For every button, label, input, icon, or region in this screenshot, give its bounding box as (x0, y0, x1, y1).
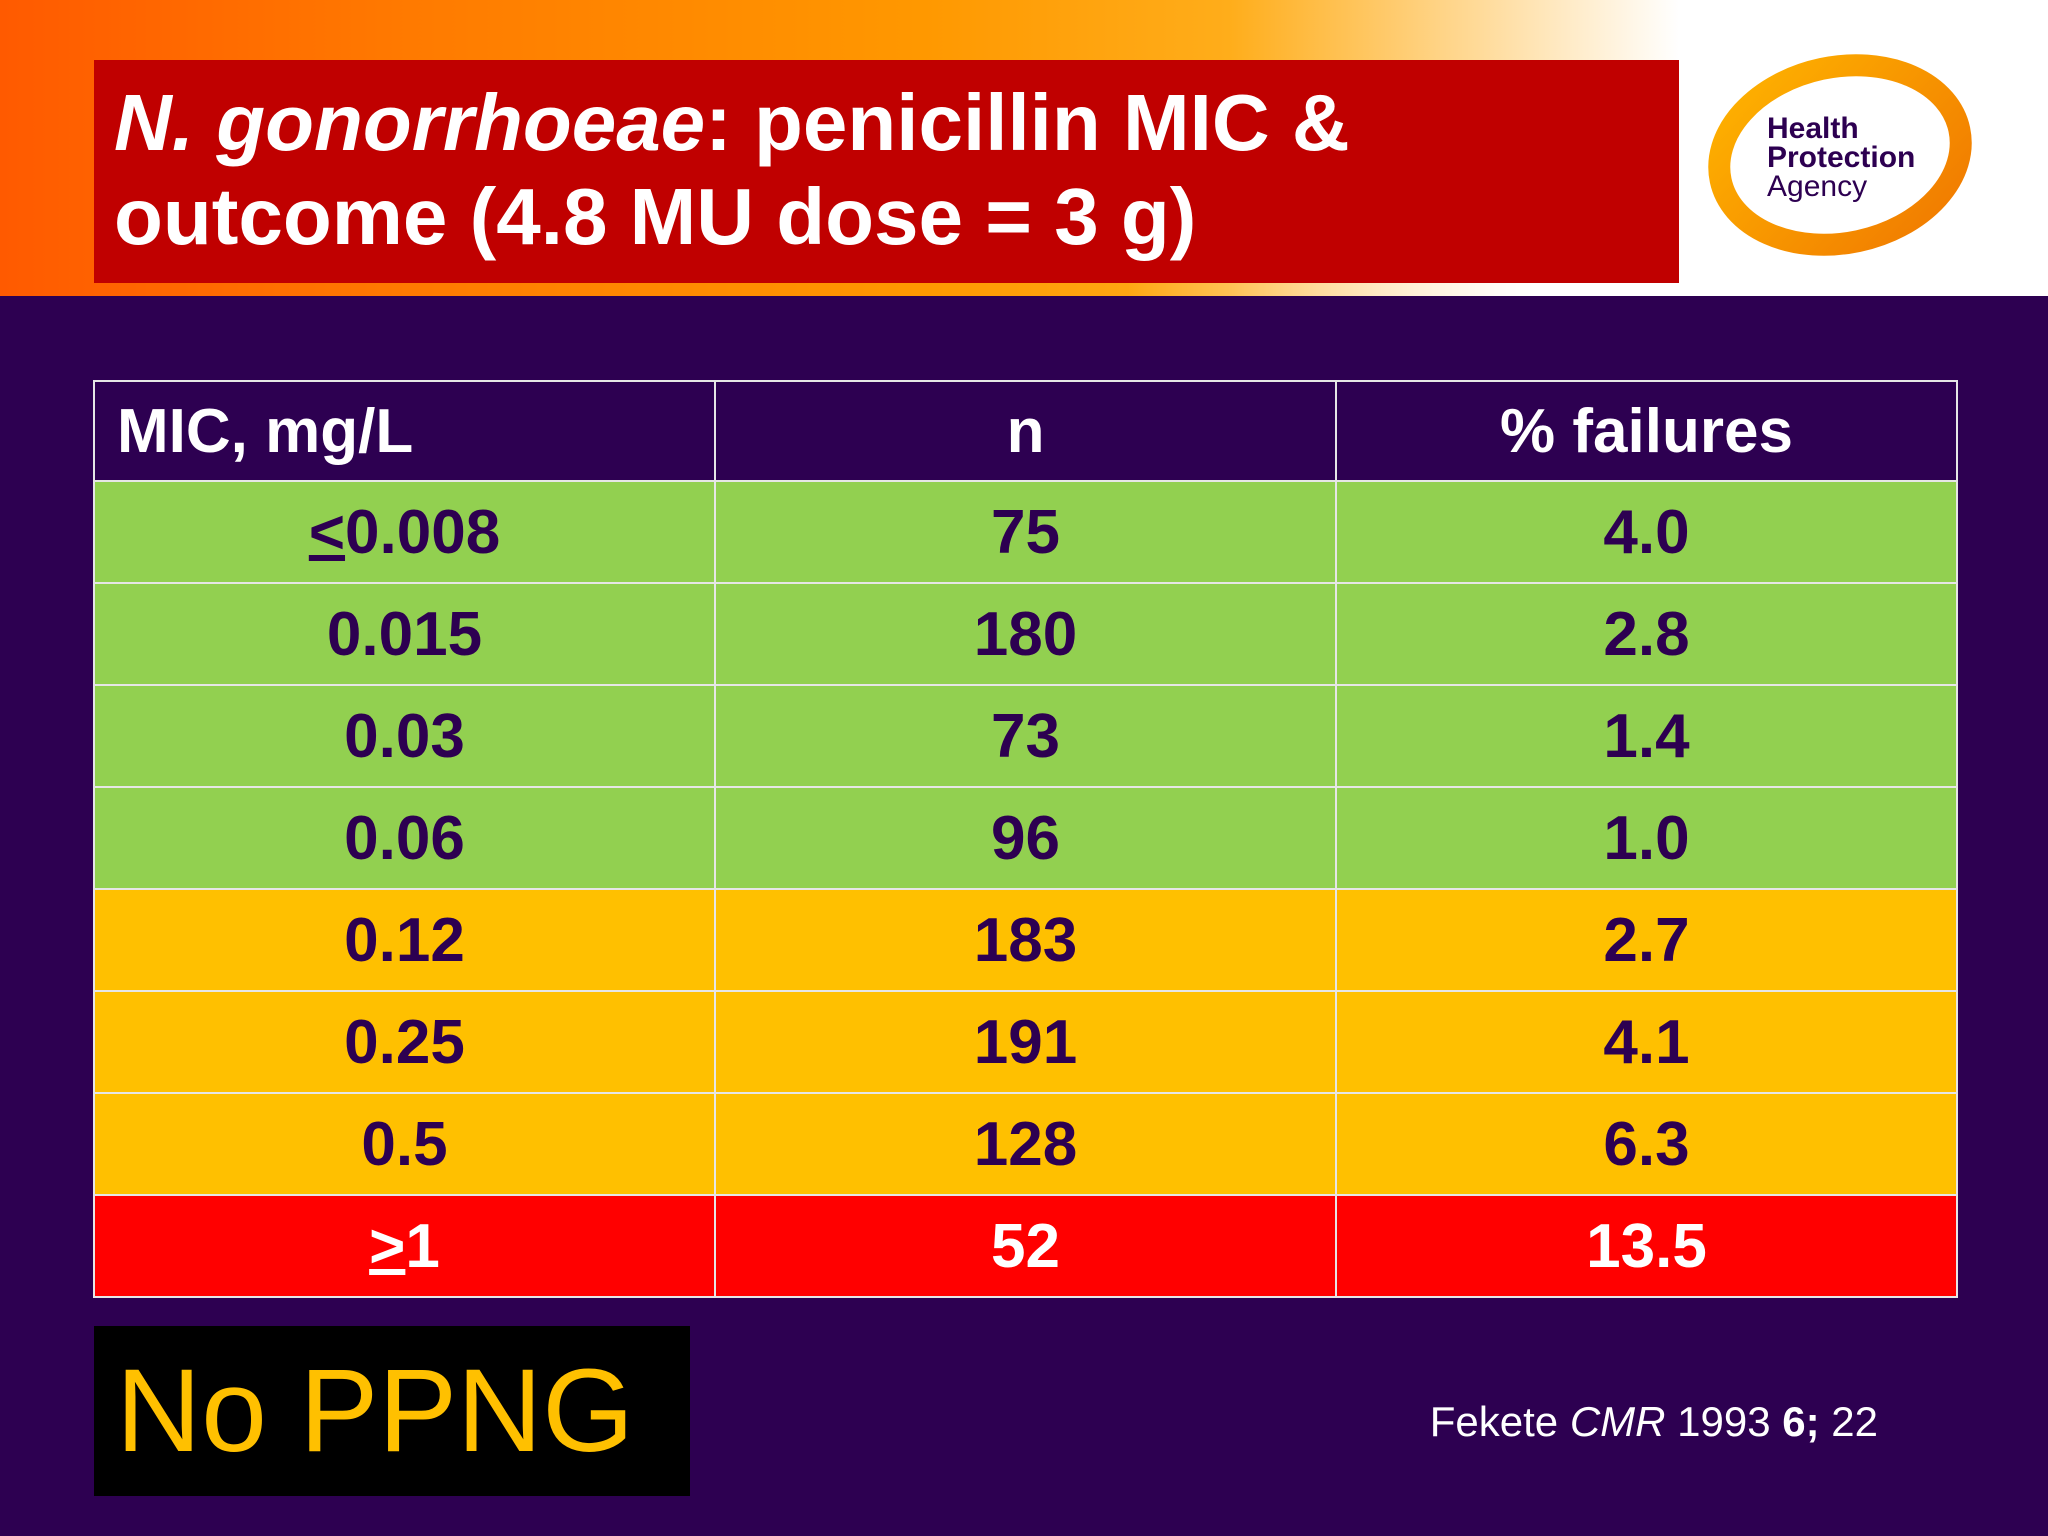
table-row: 0.25 191 4.1 (93, 990, 1958, 1094)
mic-value: 0.008 (345, 497, 501, 567)
n-cell: 191 (714, 990, 1337, 1094)
header-n: n (714, 380, 1337, 482)
n-cell: 128 (714, 1092, 1337, 1196)
failures-cell: 2.7 (1335, 888, 1958, 992)
mic-cell: 0.015 (93, 582, 716, 686)
mic-cell: 0.03 (93, 684, 716, 788)
table-row: 0.03 73 1.4 (93, 684, 1958, 788)
failures-cell: 4.1 (1335, 990, 1958, 1094)
failures-cell: 4.0 (1335, 480, 1958, 584)
title-box: N. gonorrhoeae: penicillin MIC & outcome… (94, 60, 1679, 283)
n-cell: 96 (714, 786, 1337, 890)
failures-cell: 13.5 (1335, 1194, 1958, 1298)
mic-cell: 0.5 (93, 1092, 716, 1196)
failures-cell: 1.0 (1335, 786, 1958, 890)
logo-line-1: Health (1767, 112, 1859, 145)
n-cell: 75 (714, 480, 1337, 584)
citation: Fekete CMR 1993 6; 22 (1430, 1398, 1878, 1446)
mic-cell: 0.25 (93, 990, 716, 1094)
no-ppng-label: No PPNG (116, 1345, 635, 1477)
health-protection-agency-logo: Health Protection Agency (1705, 50, 1975, 260)
header-mic: MIC, mg/L (93, 380, 716, 482)
mic-value: 1 (405, 1211, 440, 1281)
mic-cell: 0.06 (93, 786, 716, 890)
mic-cell: >1 (93, 1194, 716, 1298)
citation-author: Fekete (1429, 1398, 1570, 1445)
failures-cell: 2.8 (1335, 582, 1958, 686)
table-row: 0.06 96 1.0 (93, 786, 1958, 890)
le-sign: < (308, 497, 346, 567)
mic-cell: <0.008 (93, 480, 716, 584)
citation-journal: CMR (1569, 1398, 1666, 1445)
failures-cell: 6.3 (1335, 1092, 1958, 1196)
logo-line-3: Agency (1767, 170, 1867, 203)
table-row: 0.015 180 2.8 (93, 582, 1958, 686)
table-row: <0.008 75 4.0 (93, 480, 1958, 584)
mic-cell: 0.12 (93, 888, 716, 992)
title-organism: N. gonorrhoeae (114, 78, 706, 167)
n-cell: 52 (714, 1194, 1337, 1298)
n-cell: 73 (714, 684, 1337, 788)
ge-sign: > (369, 1211, 406, 1281)
table-row: 0.5 128 6.3 (93, 1092, 1958, 1196)
table-row: >1 52 13.5 (93, 1194, 1958, 1298)
header-failures: % failures (1335, 380, 1958, 482)
table-row: 0.12 183 2.7 (93, 888, 1958, 992)
citation-volume: 6; (1782, 1398, 1820, 1445)
citation-page: 22 (1819, 1398, 1878, 1445)
no-ppng-box: No PPNG (94, 1326, 690, 1496)
n-cell: 180 (714, 582, 1337, 686)
mic-outcome-table: MIC, mg/L n % failures <0.008 75 4.0 0.0… (93, 380, 1958, 1298)
citation-year: 1993 (1665, 1398, 1783, 1445)
n-cell: 183 (714, 888, 1337, 992)
logo-line-2: Protection (1767, 141, 1915, 174)
slide-title: N. gonorrhoeae: penicillin MIC & outcome… (114, 76, 1679, 264)
title-rest: : penicillin MIC & outcome (4.8 MU dose … (114, 78, 1350, 261)
failures-cell: 1.4 (1335, 684, 1958, 788)
table-header-row: MIC, mg/L n % failures (93, 380, 1958, 482)
